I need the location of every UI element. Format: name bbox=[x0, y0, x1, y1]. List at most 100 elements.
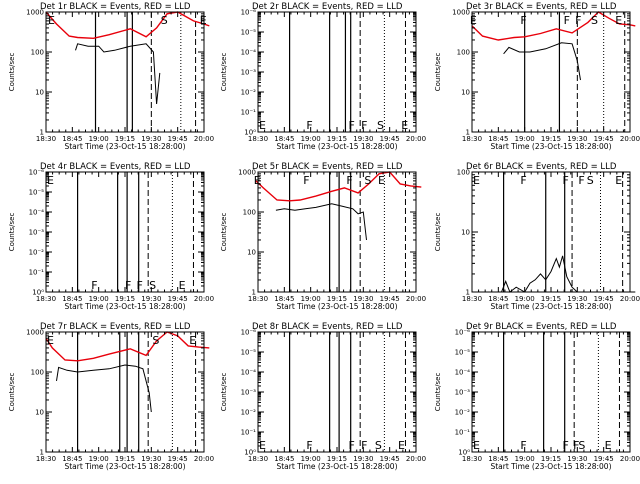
marker-letter: F bbox=[520, 174, 526, 187]
y-tick-label: 1000 bbox=[238, 169, 256, 177]
axes-frame bbox=[257, 331, 417, 453]
x-tick-label: 18:30 bbox=[462, 295, 482, 303]
x-tick-label: 20:00 bbox=[194, 295, 214, 303]
x-tick-label: 19:45 bbox=[380, 135, 400, 143]
x-tick-label: 19:00 bbox=[301, 295, 321, 303]
x-tick-label: 19:00 bbox=[89, 295, 109, 303]
x-tick-label: 19:45 bbox=[168, 295, 188, 303]
panel-det-3: Det 3r BLACK = Events, RED = LLDEFFFSE18… bbox=[434, 2, 640, 151]
panel-title: Det 5r BLACK = Events, RED = LLD bbox=[252, 162, 403, 172]
x-tick-label: 19:00 bbox=[301, 135, 321, 143]
marker-letter: F bbox=[349, 439, 355, 452]
x-axis-label: Start Time (23-Oct-15 18:28:00) bbox=[490, 302, 611, 311]
y-tick-label: 1000 bbox=[452, 9, 470, 17]
x-axis-label: Start Time (23-Oct-15 18:28:00) bbox=[64, 462, 185, 471]
x-tick-label: 18:45 bbox=[488, 135, 508, 143]
x-tick-label: 19:30 bbox=[353, 455, 373, 463]
x-tick-label: 20:00 bbox=[620, 295, 640, 303]
x-tick-label: 18:45 bbox=[62, 135, 82, 143]
x-tick-label: 19:00 bbox=[89, 455, 109, 463]
x-tick-label: 19:30 bbox=[353, 295, 373, 303]
panel-title: Det 7r BLACK = Events, RED = LLD bbox=[40, 322, 191, 332]
marker-letter: E bbox=[473, 174, 480, 187]
marker-letter: F bbox=[346, 174, 352, 187]
marker-letter: F bbox=[520, 439, 526, 452]
marker-letter: E bbox=[259, 439, 266, 452]
x-tick-label: 18:30 bbox=[248, 295, 268, 303]
x-tick-label: 20:00 bbox=[194, 455, 214, 463]
x-tick-label: 18:45 bbox=[488, 455, 508, 463]
y-tick-label: 100 bbox=[243, 209, 256, 217]
y-tick-label: 100 bbox=[457, 169, 470, 177]
series-events bbox=[503, 42, 581, 81]
marker-letter: E bbox=[189, 334, 196, 347]
x-tick-label: 19:30 bbox=[141, 455, 161, 463]
y-tick-label: 10⁻⁶ bbox=[241, 9, 257, 17]
x-tick-label: 18:30 bbox=[36, 135, 56, 143]
x-tick-label: 19:30 bbox=[353, 135, 373, 143]
panel-title: Det 4r BLACK = Events, RED = LLD bbox=[40, 162, 191, 172]
marker-letter: S bbox=[149, 279, 156, 292]
y-tick-label: 10⁻⁶ bbox=[29, 169, 45, 177]
x-tick-label: 19:15 bbox=[327, 295, 347, 303]
marker-letter: E bbox=[615, 174, 622, 187]
y-tick-label: 10⁻⁵ bbox=[241, 349, 257, 357]
x-tick-label: 19:45 bbox=[380, 295, 400, 303]
y-tick-label: 10 bbox=[247, 249, 256, 257]
x-tick-label: 19:30 bbox=[141, 135, 161, 143]
marker-letter: F bbox=[91, 279, 97, 292]
y-tick-label: 10⁻⁴ bbox=[455, 369, 471, 377]
marker-letter: E bbox=[398, 439, 405, 452]
x-tick-label: 19:30 bbox=[567, 135, 587, 143]
axes-frame bbox=[257, 11, 417, 133]
x-tick-label: 19:00 bbox=[515, 295, 535, 303]
marker-letter: E bbox=[605, 439, 612, 452]
y-axis-label: Counts/sec bbox=[434, 373, 442, 412]
y-axis-label: Counts/sec bbox=[8, 373, 16, 412]
y-tick-label: 10⁻⁵ bbox=[29, 189, 45, 197]
y-axis-label: Counts/sec bbox=[434, 213, 442, 252]
marker-letter: F bbox=[578, 174, 584, 187]
x-axis-label: Start Time (23-Oct-15 18:28:00) bbox=[490, 462, 611, 471]
y-tick-label: 10⁻¹ bbox=[29, 269, 45, 277]
x-axis-label: Start Time (23-Oct-15 18:28:00) bbox=[64, 142, 185, 151]
marker-letter: F bbox=[361, 439, 367, 452]
y-tick-label: 10 bbox=[461, 229, 470, 237]
axes-frame bbox=[45, 171, 205, 293]
y-tick-label: 10⁻⁴ bbox=[241, 369, 257, 377]
x-axis-label: Start Time (23-Oct-15 18:28:00) bbox=[490, 142, 611, 151]
series-events bbox=[75, 43, 161, 105]
y-tick-label: 100 bbox=[457, 49, 470, 57]
marker-letter: E bbox=[48, 14, 55, 27]
x-tick-label: 18:45 bbox=[488, 295, 508, 303]
series-events bbox=[477, 255, 636, 293]
y-tick-label: 10⁻⁵ bbox=[241, 29, 257, 37]
marker-letter: E bbox=[259, 119, 266, 132]
x-tick-label: 20:00 bbox=[406, 455, 426, 463]
x-tick-label: 20:00 bbox=[620, 135, 640, 143]
x-tick-label: 18:30 bbox=[36, 455, 56, 463]
marker-letter: F bbox=[520, 14, 526, 27]
panel-title: Det 9r BLACK = Events, RED = LLD bbox=[466, 322, 617, 332]
marker-letter: S bbox=[161, 14, 168, 27]
x-tick-label: 18:45 bbox=[274, 295, 294, 303]
y-tick-label: 1 bbox=[252, 289, 256, 297]
x-tick-label: 20:00 bbox=[406, 295, 426, 303]
y-tick-label: 1 bbox=[466, 289, 470, 297]
x-tick-label: 18:45 bbox=[62, 295, 82, 303]
axes-frame bbox=[471, 331, 631, 453]
marker-letter: F bbox=[306, 439, 312, 452]
x-tick-label: 18:30 bbox=[248, 135, 268, 143]
y-tick-label: 1 bbox=[40, 449, 44, 457]
series-events bbox=[275, 203, 367, 241]
marker-letter: S bbox=[587, 174, 594, 187]
x-tick-label: 19:45 bbox=[594, 455, 614, 463]
marker-letter: E bbox=[254, 174, 261, 187]
y-tick-label: 10⁻⁶ bbox=[241, 329, 257, 337]
y-tick-label: 10⁰ bbox=[244, 129, 256, 137]
